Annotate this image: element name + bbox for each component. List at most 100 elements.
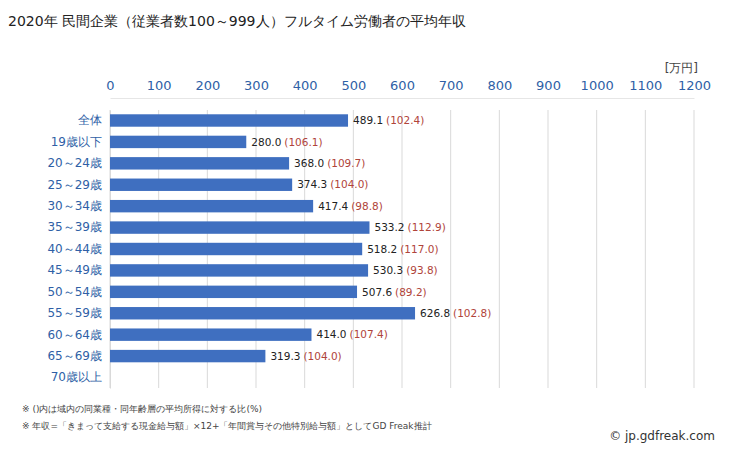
ratio-label: (109.7) — [327, 157, 365, 169]
tick: 全体 — [78, 113, 110, 127]
bar — [110, 157, 289, 169]
data-label: 489.1 — [353, 114, 383, 126]
data-label: 518.2 — [367, 243, 397, 255]
bar — [110, 350, 265, 362]
ratio-label: (112.9) — [408, 221, 446, 233]
tick-label: 1100 — [629, 78, 662, 93]
tick-label: 45～49歳 — [47, 263, 102, 277]
tick-label: 600 — [390, 78, 415, 93]
tick-label: 35～39歳 — [47, 220, 102, 234]
tick: 70歳以上 — [51, 370, 110, 384]
ratio-label: (98.8) — [351, 200, 383, 212]
tick-label: 55～59歳 — [47, 306, 102, 320]
tick-label: 30～34歳 — [47, 199, 102, 213]
grid-line — [694, 110, 695, 388]
tick: 200 — [195, 78, 220, 98]
tick-label: 400 — [293, 78, 318, 93]
tick-label: 65～69歳 — [47, 349, 102, 363]
bar — [110, 200, 313, 212]
ratio-label: (104.0) — [330, 178, 368, 190]
data-label: 414.0 — [316, 328, 346, 340]
data-labels: 489.1(102.4) 280.0(106.1) 368.0(109.7)374.… — [251, 114, 491, 362]
tick-label: 0 — [106, 78, 114, 93]
tick: 50～54歳 — [47, 285, 110, 299]
tick-label: 1200 — [678, 78, 711, 93]
tick: 1100 — [629, 78, 662, 98]
tick: 35～39歳 — [47, 220, 110, 234]
tick-label: 900 — [536, 78, 561, 93]
tick: 800 — [487, 78, 512, 98]
data-label: 374.3 — [297, 178, 327, 190]
tick: 55～59歳 — [47, 306, 110, 320]
tick: 300 — [244, 78, 269, 98]
bar — [110, 221, 369, 233]
tick: 700 — [439, 78, 464, 98]
tick-label: 100 — [147, 78, 172, 93]
ratio-label: (93.8) — [406, 264, 438, 276]
bar — [110, 328, 311, 340]
tick: 20～24歳 — [47, 156, 110, 170]
tick: 19歳以下 — [51, 135, 110, 149]
tick: 25～29歳 — [47, 178, 110, 192]
ratio-label: (104.0) — [303, 350, 341, 362]
ratio-label: (106.1) — [284, 136, 322, 148]
note: ※ ()内は域内の同業種・同年齢層の平均所得に対する比(%) — [22, 404, 262, 414]
tick-label: 300 — [244, 78, 269, 93]
grid-line — [450, 110, 451, 388]
ratio-label: (117.0) — [400, 243, 438, 255]
tick: 900 — [536, 78, 561, 98]
tick-label: 60～64歳 — [47, 328, 102, 342]
data-label: 530.3 — [373, 264, 403, 276]
bar — [110, 286, 357, 298]
tick-label: 25～29歳 — [47, 178, 102, 192]
tick-label: 20～24歳 — [47, 156, 102, 170]
tick-label: 200 — [195, 78, 220, 93]
tick: 65～69歳 — [47, 349, 110, 363]
tick: 45～49歳 — [47, 263, 110, 277]
ratio-label: (102.4) — [386, 114, 424, 126]
chart: 2020年 民間企業（従業者数100～999人）フルタイム労働者の平均年収 [万円… — [0, 0, 729, 451]
bar — [110, 114, 348, 126]
grid — [110, 110, 694, 388]
grid-line — [645, 110, 646, 388]
tick: 0 — [106, 78, 114, 98]
axis-title: [万円] — [665, 61, 698, 75]
x-axis: 0 100 200 300 400 500 600 700 800 900 1000 1100 1200 — [106, 78, 711, 99]
tick: 500 — [341, 78, 366, 98]
tick-label: 700 — [439, 78, 464, 93]
title: 2020年 民間企業（従業者数100～999人）フルタイム労働者の平均年収 — [8, 13, 466, 29]
tick-label: 1000 — [581, 78, 614, 93]
tick: 100 — [147, 78, 172, 98]
tick: 1200 — [678, 78, 711, 98]
tick-label: 40～44歳 — [47, 242, 102, 256]
tick-label: 800 — [487, 78, 512, 93]
grid-line — [548, 110, 549, 388]
data-label: 533.2 — [374, 221, 404, 233]
data-label: 507.6 — [362, 286, 392, 298]
data-label: 280.0 — [251, 136, 281, 148]
bar — [110, 264, 368, 276]
grid-line — [596, 110, 597, 388]
grid-line — [499, 110, 500, 388]
tick-label: 50～54歳 — [47, 285, 102, 299]
bar — [110, 136, 246, 148]
data-label: 319.3 — [270, 350, 300, 362]
bar — [110, 179, 292, 191]
tick: 30～34歳 — [47, 199, 110, 213]
data-label: 417.4 — [318, 200, 348, 212]
tick-label: 500 — [341, 78, 366, 93]
ratio-label: (102.8) — [453, 307, 491, 319]
tick: 40～44歳 — [47, 242, 110, 256]
bar — [110, 307, 415, 319]
axis-line — [111, 98, 695, 99]
tick: 1000 — [581, 78, 614, 98]
tick-label: 全体 — [78, 113, 102, 127]
tick-label: 70歳以上 — [51, 370, 102, 384]
credit: © jp.gdfreak.com — [609, 429, 715, 443]
data-label: 368.0 — [294, 157, 324, 169]
ratio-label: (89.2) — [395, 286, 427, 298]
tick: 400 — [293, 78, 318, 98]
y-axis: 全体 19歳以下 20～24歳 25～29歳 30～34歳 35～39歳 40～44歳 45～… — [47, 111, 110, 389]
tick-label: 19歳以下 — [51, 135, 102, 149]
tick: 600 — [390, 78, 415, 98]
